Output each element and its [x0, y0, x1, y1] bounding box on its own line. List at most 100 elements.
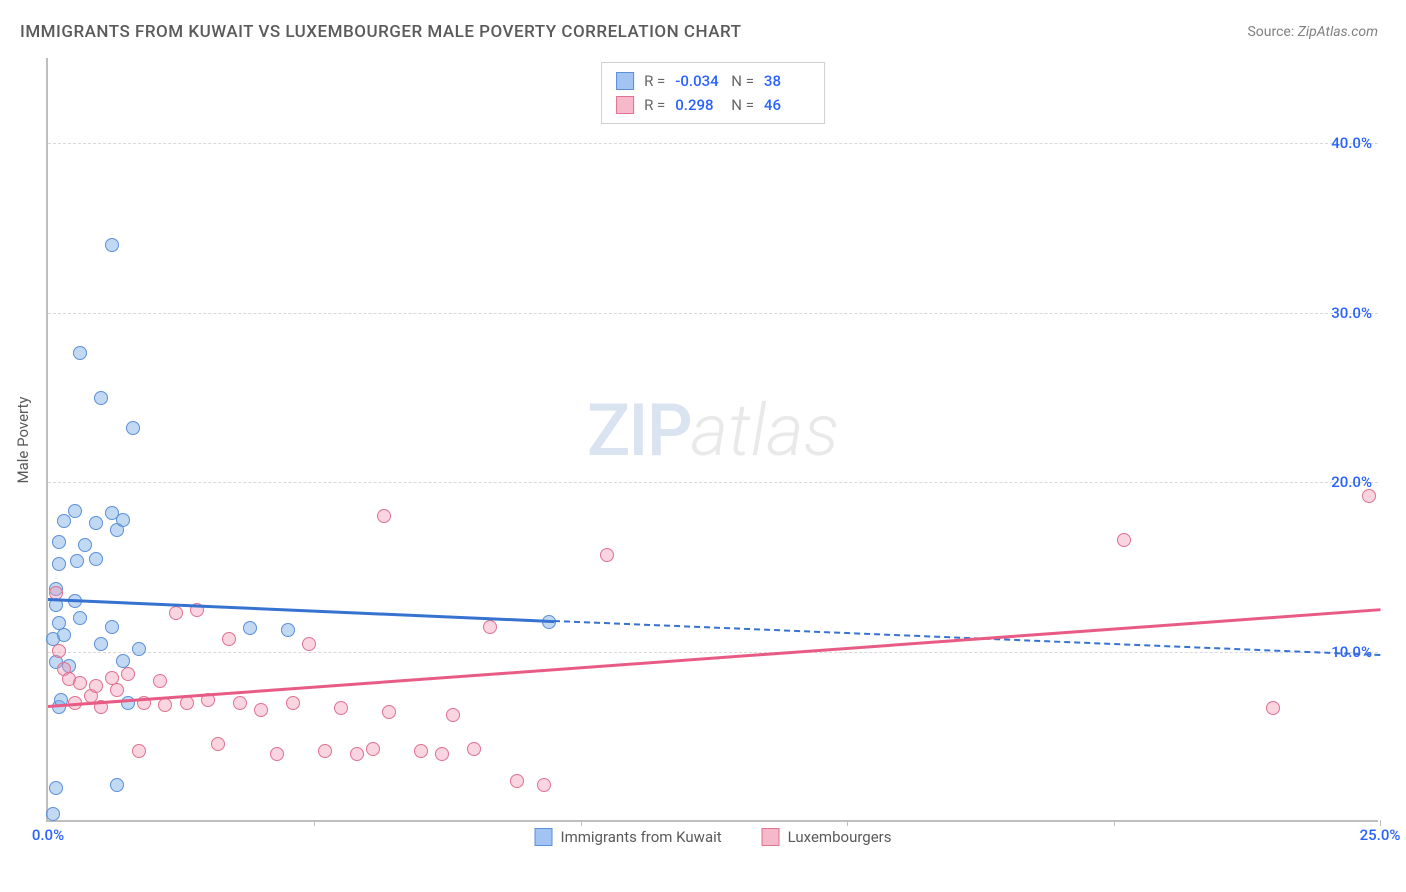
scatter-point — [121, 667, 135, 681]
scatter-point — [382, 705, 396, 719]
scatter-point — [57, 514, 71, 528]
scatter-point — [158, 698, 172, 712]
legend-series-item: Luxembourgers — [762, 828, 892, 846]
scatter-point — [243, 621, 257, 635]
legend-r-value: -0.034 — [675, 69, 721, 93]
x-tick-label: 25.0% — [1360, 826, 1401, 844]
chart-container: IMMIGRANTS FROM KUWAIT VS LUXEMBOURGER M… — [0, 0, 1406, 892]
gridline — [48, 143, 1378, 144]
scatter-point — [281, 623, 295, 637]
scatter-point — [70, 554, 84, 568]
y-axis-title: Male Poverty — [14, 397, 32, 484]
source-label: Source: — [1247, 24, 1294, 40]
legend-series: Immigrants from Kuwait Luxembourgers — [535, 828, 892, 846]
legend-n-value: 38 — [764, 69, 810, 93]
scatter-point — [318, 744, 332, 758]
scatter-point — [78, 538, 92, 552]
scatter-point — [254, 703, 268, 717]
watermark: ZIPatlas — [587, 388, 839, 473]
scatter-point — [73, 611, 87, 625]
scatter-point — [68, 504, 82, 518]
trend-line — [48, 598, 554, 623]
scatter-point — [105, 238, 119, 252]
legend-swatch — [616, 96, 634, 114]
legend-r-value: 0.298 — [675, 93, 721, 117]
scatter-point — [302, 637, 316, 651]
x-tick-mark — [314, 820, 315, 826]
watermark-zip: ZIP — [587, 388, 691, 473]
scatter-point — [446, 708, 460, 722]
scatter-point — [334, 701, 348, 715]
scatter-point — [52, 616, 66, 630]
scatter-point — [180, 696, 194, 710]
scatter-point — [52, 535, 66, 549]
x-tick-mark — [1114, 820, 1115, 826]
scatter-point — [89, 516, 103, 530]
scatter-point — [467, 742, 481, 756]
legend-r-label: R = — [644, 69, 665, 93]
scatter-point — [1117, 533, 1131, 547]
legend-swatch — [616, 72, 634, 90]
scatter-point — [89, 679, 103, 693]
y-tick-label: 40.0% — [1331, 134, 1372, 152]
scatter-point — [483, 620, 497, 634]
scatter-point — [286, 696, 300, 710]
scatter-point — [1266, 701, 1280, 715]
legend-stats-row: R = 0.298 N = 46 — [616, 93, 810, 117]
scatter-point — [233, 696, 247, 710]
legend-series-item: Immigrants from Kuwait — [535, 828, 722, 846]
gridline — [48, 652, 1378, 653]
scatter-point — [153, 674, 167, 688]
legend-r-label: R = — [644, 93, 665, 117]
scatter-point — [89, 552, 103, 566]
scatter-point — [211, 737, 225, 751]
legend-stats-row: R = -0.034 N = 38 — [616, 69, 810, 93]
scatter-point — [126, 421, 140, 435]
legend-n-value: 46 — [764, 93, 810, 117]
chart-title: IMMIGRANTS FROM KUWAIT VS LUXEMBOURGER M… — [20, 22, 741, 42]
scatter-point — [600, 548, 614, 562]
scatter-point — [270, 747, 284, 761]
legend-n-label: N = — [731, 69, 754, 93]
scatter-point — [94, 391, 108, 405]
source-attribution: Source: ZipAtlas.com — [1247, 24, 1378, 40]
scatter-point — [110, 778, 124, 792]
scatter-point — [132, 642, 146, 656]
scatter-point — [366, 742, 380, 756]
y-tick-label: 30.0% — [1331, 304, 1372, 322]
source-value: ZipAtlas.com — [1298, 24, 1378, 40]
scatter-point — [537, 778, 551, 792]
x-tick-mark — [847, 820, 848, 826]
scatter-point — [132, 744, 146, 758]
plot-area: ZIPatlas R =-0.034N =38R =0.298N =46 Imm… — [46, 58, 1378, 822]
scatter-point — [49, 781, 63, 795]
scatter-point — [222, 632, 236, 646]
scatter-point — [350, 747, 364, 761]
gridline — [48, 482, 1378, 483]
scatter-point — [377, 509, 391, 523]
scatter-point — [169, 606, 183, 620]
scatter-point — [116, 654, 130, 668]
x-tick-mark — [581, 820, 582, 826]
x-tick-label: 0.0% — [32, 826, 64, 844]
scatter-point — [94, 637, 108, 651]
scatter-point — [435, 747, 449, 761]
legend-series-label: Luxembourgers — [788, 828, 892, 846]
legend-swatch — [762, 828, 780, 846]
legend-series-label: Immigrants from Kuwait — [561, 828, 722, 846]
scatter-point — [52, 557, 66, 571]
scatter-point — [46, 807, 60, 821]
scatter-point — [105, 506, 119, 520]
scatter-point — [52, 644, 66, 658]
legend-swatch — [535, 828, 553, 846]
scatter-point — [73, 676, 87, 690]
scatter-point — [414, 744, 428, 758]
scatter-point — [105, 620, 119, 634]
scatter-point — [1362, 489, 1376, 503]
scatter-point — [110, 683, 124, 697]
legend-stats: R = -0.034 N = 38 R = 0.298 N = 46 — [601, 62, 825, 124]
scatter-point — [73, 346, 87, 360]
gridline — [48, 313, 1378, 314]
legend-n-label: N = — [731, 93, 754, 117]
watermark-atlas: atlas — [691, 388, 839, 473]
